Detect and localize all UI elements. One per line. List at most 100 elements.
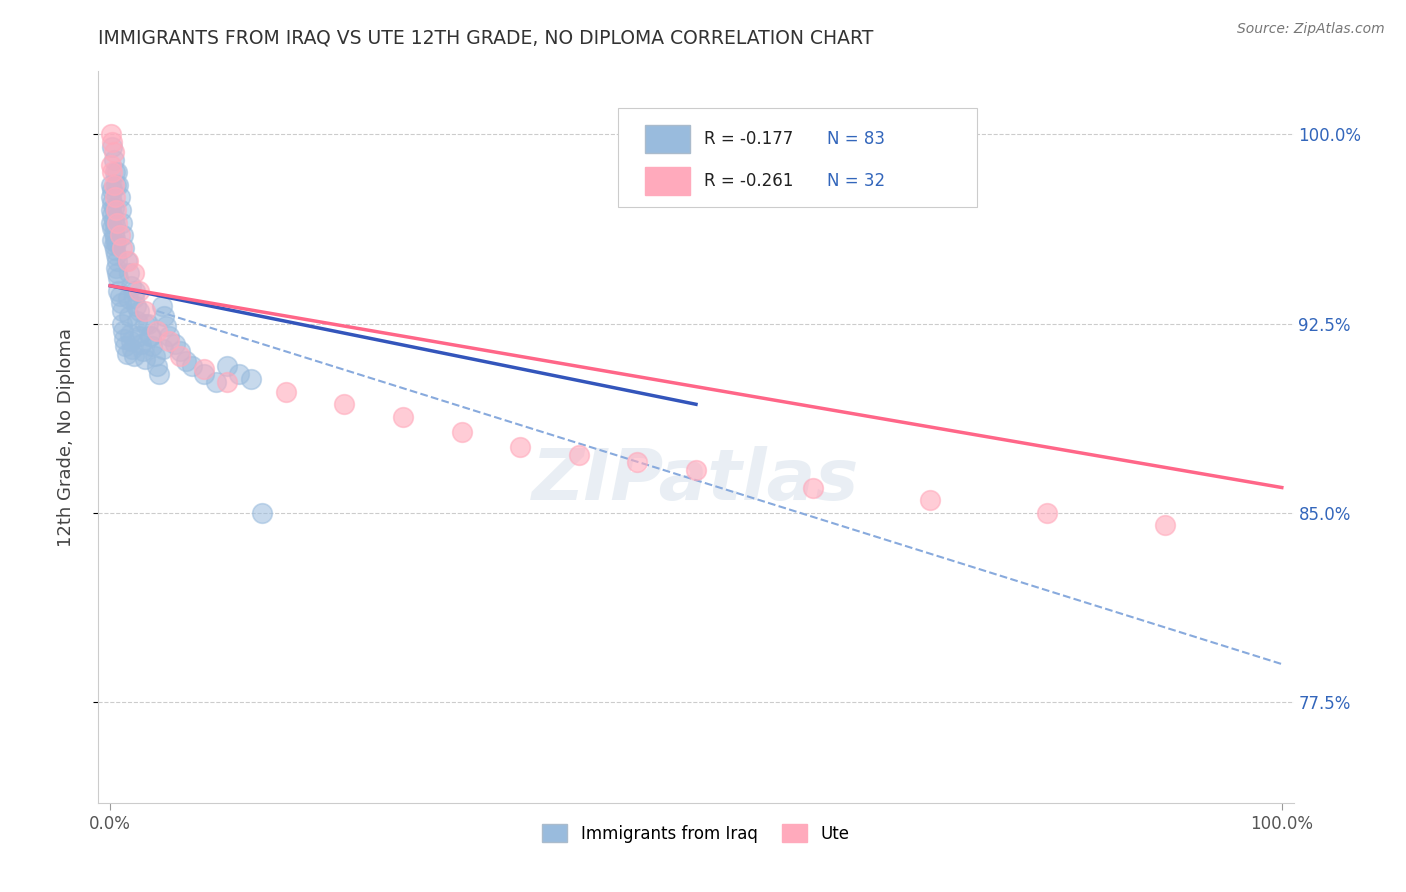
FancyBboxPatch shape xyxy=(644,125,690,153)
Point xyxy=(111,241,134,255)
Point xyxy=(101,183,124,197)
Text: R = -0.261: R = -0.261 xyxy=(704,172,794,190)
Point xyxy=(107,284,129,298)
Point xyxy=(105,266,128,280)
Point xyxy=(1153,518,1175,533)
FancyBboxPatch shape xyxy=(619,108,977,207)
Point xyxy=(108,228,131,243)
Point xyxy=(193,362,215,376)
Point xyxy=(112,332,135,346)
Point xyxy=(101,220,124,235)
Point xyxy=(117,291,139,305)
Legend: Immigrants from Iraq, Ute: Immigrants from Iraq, Ute xyxy=(536,818,856,849)
Point xyxy=(104,218,127,232)
Point xyxy=(105,235,128,250)
Point xyxy=(143,350,166,364)
Point xyxy=(136,317,159,331)
Point xyxy=(509,440,531,454)
Point xyxy=(239,372,262,386)
Point xyxy=(193,367,215,381)
Point xyxy=(110,203,132,218)
Point xyxy=(103,145,125,159)
Point xyxy=(148,367,170,381)
Point xyxy=(112,324,135,338)
Point xyxy=(139,329,162,343)
Point xyxy=(127,314,149,328)
Point xyxy=(157,334,180,349)
Point xyxy=(104,190,127,204)
Point xyxy=(101,233,124,247)
Point xyxy=(174,354,197,368)
Point xyxy=(141,329,163,343)
Point xyxy=(920,493,942,508)
Point xyxy=(152,342,174,356)
Point xyxy=(121,342,143,356)
Point xyxy=(100,203,122,218)
Point xyxy=(122,266,145,280)
Text: Source: ZipAtlas.com: Source: ZipAtlas.com xyxy=(1237,22,1385,37)
Point xyxy=(120,334,142,349)
Point xyxy=(105,248,128,262)
Point xyxy=(107,271,129,285)
Point xyxy=(169,350,191,364)
Point xyxy=(181,359,204,374)
Point xyxy=(122,291,145,305)
Point xyxy=(146,324,169,338)
Point xyxy=(128,284,150,298)
Point xyxy=(157,329,180,343)
Point xyxy=(146,359,169,374)
Point xyxy=(112,228,135,243)
Point xyxy=(105,203,128,218)
Point xyxy=(274,384,297,399)
Text: N = 32: N = 32 xyxy=(827,172,886,190)
Point xyxy=(217,375,239,389)
Point xyxy=(108,289,131,303)
Text: R = -0.177: R = -0.177 xyxy=(704,130,793,148)
Point xyxy=(333,397,356,411)
Point xyxy=(104,244,127,258)
Text: ZIPatlas: ZIPatlas xyxy=(533,447,859,516)
Point xyxy=(204,375,226,389)
Point xyxy=(125,299,148,313)
Point xyxy=(163,336,186,351)
Point xyxy=(153,309,176,323)
Point xyxy=(134,351,156,366)
Point xyxy=(101,195,124,210)
Point xyxy=(122,350,145,364)
Point xyxy=(111,216,134,230)
Point xyxy=(450,425,472,439)
Point xyxy=(120,278,142,293)
Point xyxy=(1036,506,1059,520)
Point xyxy=(169,344,191,359)
Text: N = 83: N = 83 xyxy=(827,130,886,148)
Point xyxy=(626,455,648,469)
Point xyxy=(101,165,124,179)
Point xyxy=(115,347,138,361)
Point xyxy=(568,448,591,462)
Point xyxy=(120,326,141,341)
Point xyxy=(392,409,415,424)
Point xyxy=(129,336,152,351)
FancyBboxPatch shape xyxy=(644,167,690,195)
Point xyxy=(103,153,125,167)
Point xyxy=(100,158,122,172)
Point xyxy=(217,359,239,374)
Y-axis label: 12th Grade, No Diploma: 12th Grade, No Diploma xyxy=(56,327,75,547)
Point xyxy=(104,231,127,245)
Point xyxy=(801,481,824,495)
Point xyxy=(134,317,156,331)
Point xyxy=(105,178,128,192)
Point xyxy=(103,213,125,227)
Point xyxy=(108,190,131,204)
Point xyxy=(150,299,173,313)
Point xyxy=(101,140,124,154)
Point xyxy=(124,284,146,298)
Point xyxy=(105,253,128,268)
Point xyxy=(252,506,274,520)
Point xyxy=(104,165,127,179)
Point xyxy=(685,463,707,477)
Point xyxy=(105,165,128,179)
Point xyxy=(105,261,128,276)
Point xyxy=(100,178,122,192)
Point xyxy=(128,304,150,318)
